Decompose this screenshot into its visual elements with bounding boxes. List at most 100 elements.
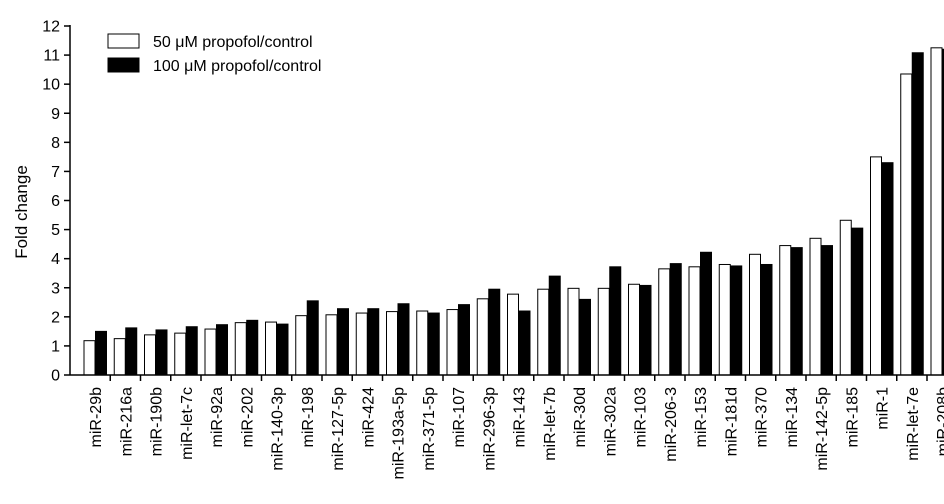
x-tick-label: miR-302a: [602, 387, 619, 456]
x-tick-label: miR-185: [844, 387, 861, 448]
bar-50um: [658, 268, 671, 376]
bar-50um: [567, 287, 580, 376]
y-tick-label: 1: [51, 338, 60, 355]
x-tick-label: miR-103: [633, 387, 650, 448]
bar-50um: [870, 156, 882, 376]
bar-50um: [688, 266, 701, 376]
legend-swatch-100um: [107, 57, 140, 73]
y-tick-label: 5: [51, 222, 60, 239]
bar-50um: [174, 332, 187, 376]
x-tick-label: miR-208b: [935, 387, 944, 456]
bar-100um: [216, 324, 228, 376]
bar-100um: [669, 263, 682, 376]
bar-50um: [144, 334, 156, 376]
bar-100um: [821, 245, 833, 376]
y-axis-title: Fold change: [12, 165, 31, 259]
x-tick-label: miR-134: [784, 387, 801, 448]
bar-50um: [83, 340, 96, 376]
legend-swatch-50um: [107, 33, 140, 49]
bar-50um: [839, 219, 852, 376]
x-tick-label: miR-92a: [209, 387, 226, 448]
x-axis: miR-29b miR-216a miR-190b miR-let-7c miR-92a…: [70, 374, 944, 479]
x-tick-label: miR-let-7b: [542, 387, 559, 461]
x-tick-label: miR-371-5p: [421, 387, 438, 471]
x-tick-label: miR-370: [754, 387, 771, 448]
bar-100um: [730, 265, 743, 376]
bar-100um: [397, 303, 410, 376]
x-tick-label: miR-143: [512, 387, 529, 448]
x-tick-label: miR-30d: [572, 387, 589, 447]
bar-100um: [911, 52, 924, 376]
bar-50um: [809, 237, 822, 376]
bar-50um: [386, 311, 398, 376]
y-tick-label: 10: [42, 77, 60, 94]
bar-50um: [537, 288, 550, 376]
bar-50um: [204, 328, 217, 376]
bar-100um: [700, 251, 712, 376]
bar-100um: [458, 304, 470, 376]
bar-50um: [900, 73, 913, 376]
y-tick-label: 2: [51, 309, 60, 326]
bar-50um: [779, 245, 792, 376]
bar-100um: [518, 310, 531, 376]
x-tick-label: miR-202: [239, 387, 256, 448]
bar-50um: [295, 315, 308, 376]
x-tick-label: miR-190b: [149, 387, 166, 456]
bar-50um: [355, 312, 368, 376]
x-tick-label: miR-206-3: [663, 387, 680, 462]
legend-label: 50 μM propofol/control: [153, 34, 313, 51]
y-tick-label: 3: [51, 280, 60, 297]
bar-100um: [942, 48, 944, 376]
y-tick-label: 8: [51, 135, 60, 152]
x-tick-label: miR-153: [693, 387, 710, 448]
bar-50um: [416, 310, 429, 376]
x-tick-label: miR-1: [875, 387, 892, 430]
bar-50um: [749, 253, 761, 376]
bar-100um: [306, 300, 319, 376]
x-tick-label: miR-142-5p: [814, 387, 831, 471]
bar-50um: [234, 322, 247, 376]
bar-100um: [95, 330, 107, 376]
bar-50um: [597, 287, 610, 376]
x-tick-label: miR-181d: [723, 387, 740, 456]
x-tick-label: miR-107: [451, 387, 468, 448]
x-tick-label: miR-29b: [88, 387, 105, 448]
bar-100um: [155, 329, 168, 376]
y-tick-label: 6: [51, 193, 60, 210]
y-tick-label: 11: [43, 48, 60, 65]
bar-50um: [325, 314, 338, 376]
y-tick-label: 9: [51, 106, 60, 123]
bar-50um: [265, 321, 277, 376]
bar-100um: [639, 284, 652, 376]
x-tick-label: miR-198: [300, 387, 317, 448]
y-tick-label: 0: [51, 368, 60, 385]
bars: [83, 47, 944, 376]
bar-100um: [609, 266, 622, 376]
bar-100um: [427, 312, 440, 376]
x-tick-label: miR-127-5p: [330, 387, 347, 471]
bar-100um: [881, 162, 894, 376]
x-tick-label: miR-424: [360, 387, 377, 448]
bar-50um: [446, 309, 459, 376]
x-tick-label: miR-let-7e: [905, 387, 922, 461]
bar-50um: [930, 47, 943, 376]
bar-50um: [113, 338, 126, 376]
bar-100um: [185, 326, 198, 376]
legend-label: 100 μM propofol/control: [153, 58, 321, 75]
bar-100um: [851, 227, 864, 376]
y-tick-label: 7: [51, 164, 60, 181]
x-tick-label: miR-216a: [118, 387, 135, 456]
y-tick-label: 4: [51, 251, 60, 268]
bar-100um: [548, 275, 561, 376]
bar-100um: [246, 319, 259, 376]
bar-100um: [125, 327, 138, 376]
bar-100um: [488, 288, 501, 376]
legend: 50 μM propofol/control 100 μM propofol/co…: [107, 33, 321, 75]
bar-100um: [367, 308, 380, 376]
x-tick-label: miR-140-3p: [270, 387, 287, 471]
y-tick-label: 12: [42, 19, 60, 36]
bar-50um: [628, 283, 640, 376]
bar-100um: [790, 247, 803, 376]
